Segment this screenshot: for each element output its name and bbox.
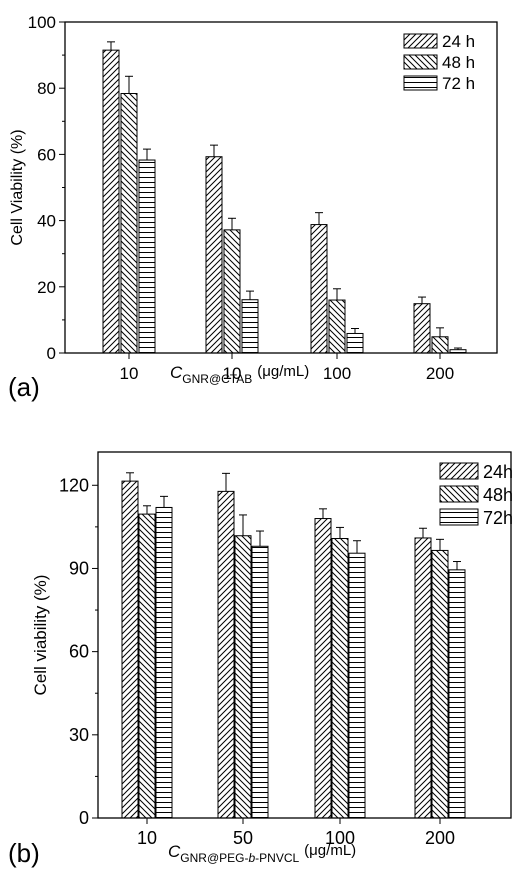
y-tick-label: 100 [28,13,56,32]
x-axis-label: CGNR@PEG-b-PNVCL (μg/mL) [168,842,356,865]
bar [328,299,346,354]
bar [251,545,269,819]
legend-swatch [439,485,479,503]
bar [241,299,259,354]
bar [310,224,328,354]
x-tick-label: 10 [223,364,242,383]
y-tick-label: 90 [69,558,89,578]
bar [217,490,235,819]
legend-swatch [439,462,479,480]
y-tick-label: 80 [37,79,56,98]
y-tick-label: 40 [37,212,56,231]
bar [314,518,332,819]
y-axis-label: Cell viability (%) [31,575,50,696]
bar [414,537,432,819]
bar [223,229,241,354]
x-tick-label: 50 [233,828,253,848]
x-tick-label: 100 [325,828,355,848]
x-axis-symbol: C [168,842,181,861]
x-axis-subscript: GNR@PEG- [180,851,248,865]
legend-label: 48h [483,485,513,505]
y-tick-label: 30 [69,725,89,745]
legend-swatch [439,508,479,526]
x-axis-subscript: -PNVCL [255,851,299,865]
chart-panel-b: 10 50 100 200 0 30 60 90 120 Cell viability (%) CG… [8,451,513,868]
x-tick-label: 10 [120,364,139,383]
x-tick-label: 100 [323,364,351,383]
bar [155,506,173,819]
y-tick-label: 120 [59,475,89,495]
legend-swatch [403,75,438,91]
x-axis-subscript-italic: b [248,851,255,865]
x-axis-subscript: GNR@CTAB [182,372,252,386]
legend-label: 72 h [442,74,475,93]
x-axis-symbol: C [170,363,183,382]
x-tick-label: 10 [137,828,157,848]
bar [102,49,120,354]
legend-label: 72h [483,508,513,528]
bar [234,535,252,819]
legend-swatch [403,33,438,49]
bar [431,336,449,354]
x-axis-unit: (μg/mL) [257,363,309,380]
bar [138,513,156,819]
x-axis-unit: (μg/mL) [304,842,356,859]
y-tick-label: 0 [79,808,89,828]
bar [431,549,449,819]
panel-label: (a) [8,372,40,402]
x-tick-label: 200 [426,364,454,383]
bar [331,538,349,819]
legend-label: 48 h [442,53,475,72]
y-axis-label: Cell Viability (%) [9,129,26,245]
y-tick-label: 60 [37,145,56,164]
legend-label: 24 h [442,32,475,51]
plot-frame [97,451,512,819]
x-tick-label: 200 [425,828,455,848]
legend-swatch [403,54,438,70]
y-tick-label: 60 [69,642,89,662]
bar [448,569,466,819]
bar [120,92,138,354]
x-axis-label: CGNR@CTAB (μg/mL) [170,363,309,386]
bar [121,480,139,819]
legend-label: 24h [483,462,513,482]
bar [413,303,431,354]
bar [348,552,366,819]
bar [205,156,223,354]
y-tick-label: 20 [37,278,56,297]
bar [138,159,156,354]
bar [346,332,364,354]
panel-label: (b) [8,838,40,868]
y-tick-label: 0 [47,344,56,363]
chart-panel-a: 10 10 100 200 0 20 40 60 80 100 Cell Viability (%)… [8,13,498,402]
